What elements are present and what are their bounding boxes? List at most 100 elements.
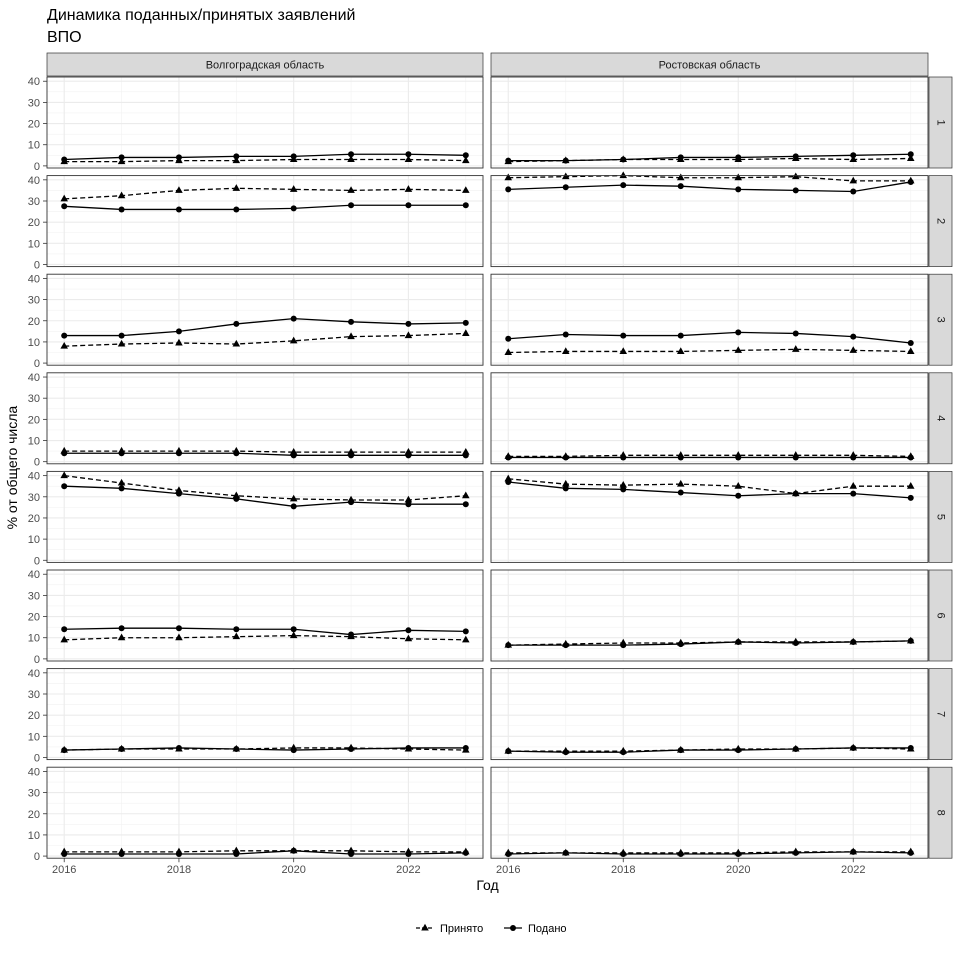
data-point-triangle [175,338,183,346]
data-point-triangle [117,191,126,199]
data-point-triangle [462,447,470,455]
panel-background [491,175,928,267]
panel-background [47,274,483,366]
x-tick-label: 2020 [726,864,750,876]
data-point-circle [118,450,125,457]
y-tick-label: 20 [28,809,40,821]
data-point-triangle [734,173,743,181]
legend: Принято Подано [416,923,567,935]
data-point-circle [233,320,240,327]
data-point-circle [348,499,355,506]
data-point-triangle [175,186,183,193]
data-point-triangle [289,336,298,344]
series-line [64,204,466,211]
data-point-circle [620,749,627,756]
y-tick-label: 20 [28,414,40,426]
data-point-circle [792,746,799,753]
data-point-circle [348,202,355,209]
data-point-circle [505,454,512,461]
data-point-circle [505,642,512,649]
y-tick-label: 10 [28,731,40,743]
data-point-circle [290,205,297,212]
y-tick-label: 0 [34,457,40,469]
data-point-circle [61,850,68,857]
panel [490,470,929,563]
panel-border [490,273,929,366]
y-tick-label: 0 [34,851,40,863]
data-point-circle [505,186,512,193]
column-strip-label: Волгоградская область [206,60,325,72]
y-tick-label: 40 [28,76,40,88]
y-tick-label: 20 [28,119,40,131]
data-point-circle [405,202,412,209]
panel [46,76,484,169]
panel-background [47,668,483,760]
data-point-circle [405,627,412,634]
data-point-circle [792,454,799,461]
y-tick-label: 10 [28,534,40,546]
row-strip [928,175,953,267]
data-point-circle [735,154,742,161]
series-line [64,474,466,501]
data-point-circle [290,315,297,322]
data-point-circle [850,848,857,855]
y-tick-label: 40 [28,766,40,778]
data-point-circle [348,850,355,857]
panel [46,569,484,662]
y-tick-label: 0 [34,555,40,567]
series-line [64,158,466,163]
y-tick-label: 40 [28,273,40,285]
panel-border [490,76,929,169]
row-strip [928,273,953,366]
data-point-circle [405,151,412,158]
data-point-circle [233,206,240,213]
row-strip [928,766,953,859]
series-line [508,331,911,344]
data-point-circle [620,642,627,649]
y-tick-label: 0 [34,654,40,666]
y-tick-label: 40 [28,372,40,384]
data-point-circle [850,152,857,159]
data-point-circle [735,329,742,336]
x-tick-label: 2018 [611,864,635,876]
column-strip [46,52,484,77]
data-point-triangle [504,474,513,482]
panel [46,372,484,465]
y-tick-label: 10 [28,830,40,842]
data-point-triangle [404,155,413,163]
y-tick-label: 20 [28,316,40,328]
data-point-circle [348,631,355,638]
data-point-circle [405,850,412,857]
data-point-triangle [462,156,470,164]
data-point-circle [792,849,799,856]
data-point-circle [462,849,469,856]
data-point-circle [850,188,857,195]
panel [490,569,929,662]
data-point-circle [735,492,742,499]
data-point-circle [290,847,297,854]
data-point-triangle [347,846,355,854]
data-point-circle [792,490,799,497]
data-point-triangle [347,155,355,163]
data-point-circle [620,156,627,163]
data-point-circle [735,638,742,645]
series-line [64,850,466,853]
data-point-circle [233,450,240,457]
data-point-circle [850,490,857,497]
data-point-circle [290,503,297,510]
data-point-triangle [347,332,355,340]
panel-background [491,372,928,464]
data-point-circle [462,501,469,508]
panel-border [490,569,929,662]
data-point-circle [907,151,914,158]
data-point-triangle [232,156,241,164]
y-tick-label: 30 [28,590,40,602]
panel [490,668,929,761]
data-point-circle [61,626,68,633]
row-strip-label: 3 [935,317,947,323]
data-point-triangle [175,633,183,641]
panel [46,175,484,268]
data-point-circle [850,333,857,340]
data-point-triangle [289,185,298,192]
data-point-triangle [60,471,68,479]
